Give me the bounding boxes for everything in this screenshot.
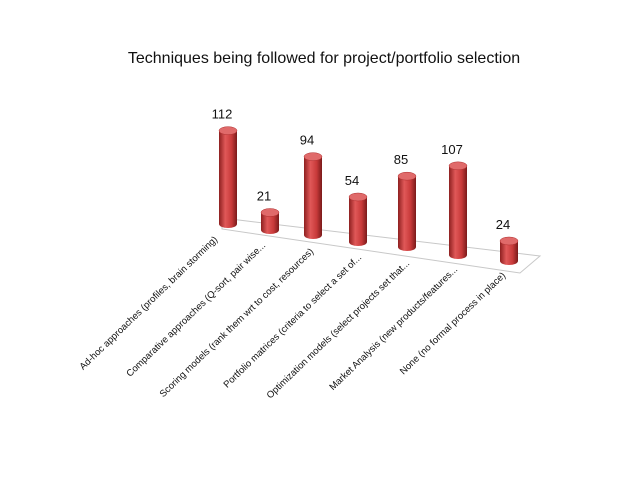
data-label: 94	[300, 133, 314, 148]
bar-top	[448, 161, 468, 171]
bar-top	[348, 192, 368, 202]
bar-7	[499, 236, 519, 265]
data-label: 24	[496, 217, 510, 232]
bar-body	[449, 165, 467, 259]
bar-top	[499, 236, 519, 246]
bar-top	[303, 152, 323, 161]
bar-body	[304, 156, 322, 239]
bar-5	[397, 171, 417, 251]
bar-body	[398, 176, 416, 251]
bar-body	[349, 197, 367, 246]
data-label: 85	[394, 152, 408, 167]
bar-top	[397, 171, 417, 181]
bar-4	[348, 192, 368, 246]
bar-top	[260, 208, 280, 217]
data-label: 54	[345, 173, 359, 188]
bar-3	[303, 152, 323, 239]
data-label: 21	[257, 189, 271, 204]
bar-body	[500, 241, 518, 265]
bar-body	[219, 130, 237, 228]
bar-1	[218, 126, 238, 228]
bar-6	[448, 161, 468, 259]
bar-body	[261, 212, 279, 234]
bar-2	[260, 208, 280, 234]
category-label: None (no formal process in place)	[398, 270, 508, 377]
chart-title: Techniques being followed for project/po…	[127, 50, 521, 67]
bar-top	[218, 126, 238, 135]
data-label: 112	[212, 107, 233, 122]
data-label: 107	[441, 142, 463, 157]
